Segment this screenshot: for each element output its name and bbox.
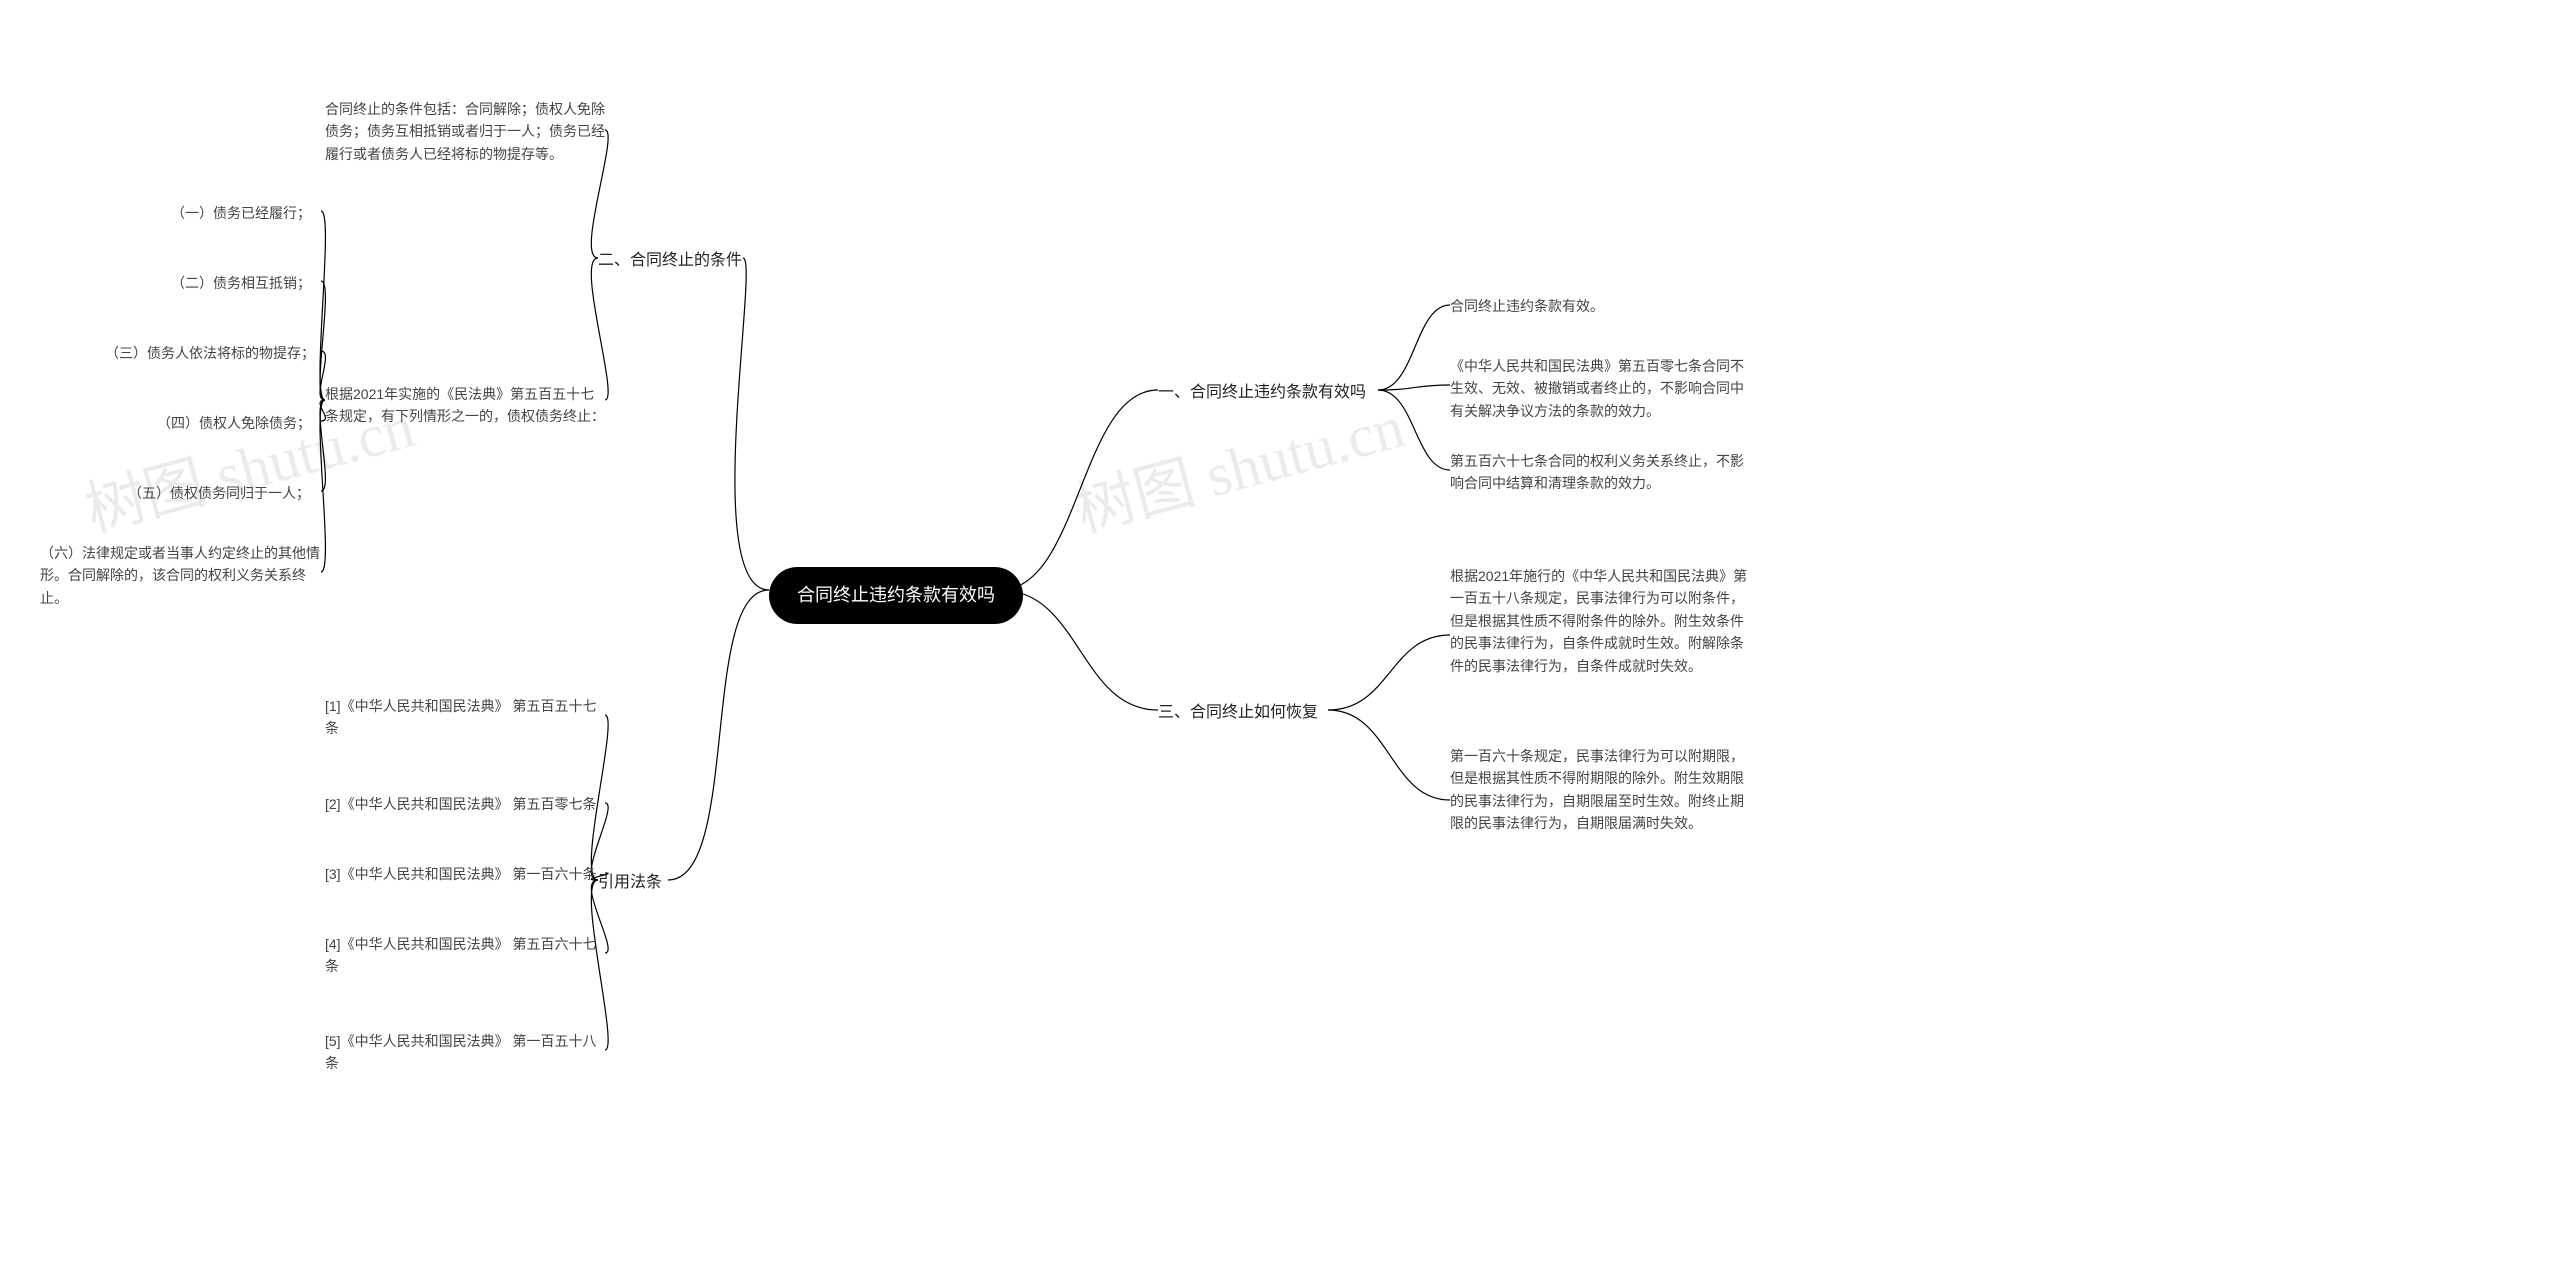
branch-1: 一、合同终止违约条款有效吗 xyxy=(1158,380,1366,406)
branch-2-sub-5: （六）法律规定或者当事人约定终止的其他情形。合同解除的，该合同的权利义务关系终止… xyxy=(40,542,322,609)
branch-2-leaf-1: 根据2021年实施的《民法典》第五百五十七条规定，有下列情形之一的，债权债务终止… xyxy=(325,383,605,428)
branch-3-leaf-0: 根据2021年施行的《中华人民共和国民法典》第一百五十八条规定，民事法律行为可以… xyxy=(1450,565,1750,677)
branch-4-leaf-2: [3]《中华人民共和国民法典》 第一百六十条 xyxy=(325,863,596,885)
branch-4: 引用法条 xyxy=(598,870,662,896)
branch-4-leaf-1: [2]《中华人民共和国民法典》 第五百零七条 xyxy=(325,793,596,815)
branch-2-sub-4: （五）债权债务同归于一人； xyxy=(128,482,310,504)
branch-2-sub-2: （三）债务人依法将标的物提存； xyxy=(105,342,315,364)
branch-1-leaf-1: 《中华人民共和国民法典》第五百零七条合同不生效、无效、被撤销或者终止的，不影响合… xyxy=(1450,355,1750,422)
branch-3: 三、合同终止如何恢复 xyxy=(1158,700,1318,726)
branch-1-leaf-0: 合同终止违约条款有效。 xyxy=(1450,295,1604,317)
branch-4-leaf-4: [5]《中华人民共和国民法典》 第一百五十八条 xyxy=(325,1030,605,1075)
branch-2-sub-0: （一）债务已经履行； xyxy=(171,202,311,224)
branch-3-leaf-1: 第一百六十条规定，民事法律行为可以附期限，但是根据其性质不得附期限的除外。附生效… xyxy=(1450,745,1750,835)
branch-2: 二、合同终止的条件 xyxy=(598,248,742,274)
branch-2-leaf-0: 合同终止的条件包括：合同解除；债权人免除债务；债务互相抵销或者归于一人；债务已经… xyxy=(325,98,605,165)
branch-4-leaf-0: [1]《中华人民共和国民法典》 第五百五十七条 xyxy=(325,695,605,740)
branch-1-leaf-2: 第五百六十七条合同的权利义务关系终止，不影响合同中结算和清理条款的效力。 xyxy=(1450,450,1750,495)
root-node: 合同终止违约条款有效吗 xyxy=(769,567,1023,624)
branch-4-leaf-3: [4]《中华人民共和国民法典》 第五百六十七条 xyxy=(325,933,605,978)
connectors-svg xyxy=(0,0,2560,1272)
branch-2-sub-3: （四）债权人免除债务； xyxy=(157,412,311,434)
branch-2-sub-1: （二）债务相互抵销； xyxy=(171,272,311,294)
